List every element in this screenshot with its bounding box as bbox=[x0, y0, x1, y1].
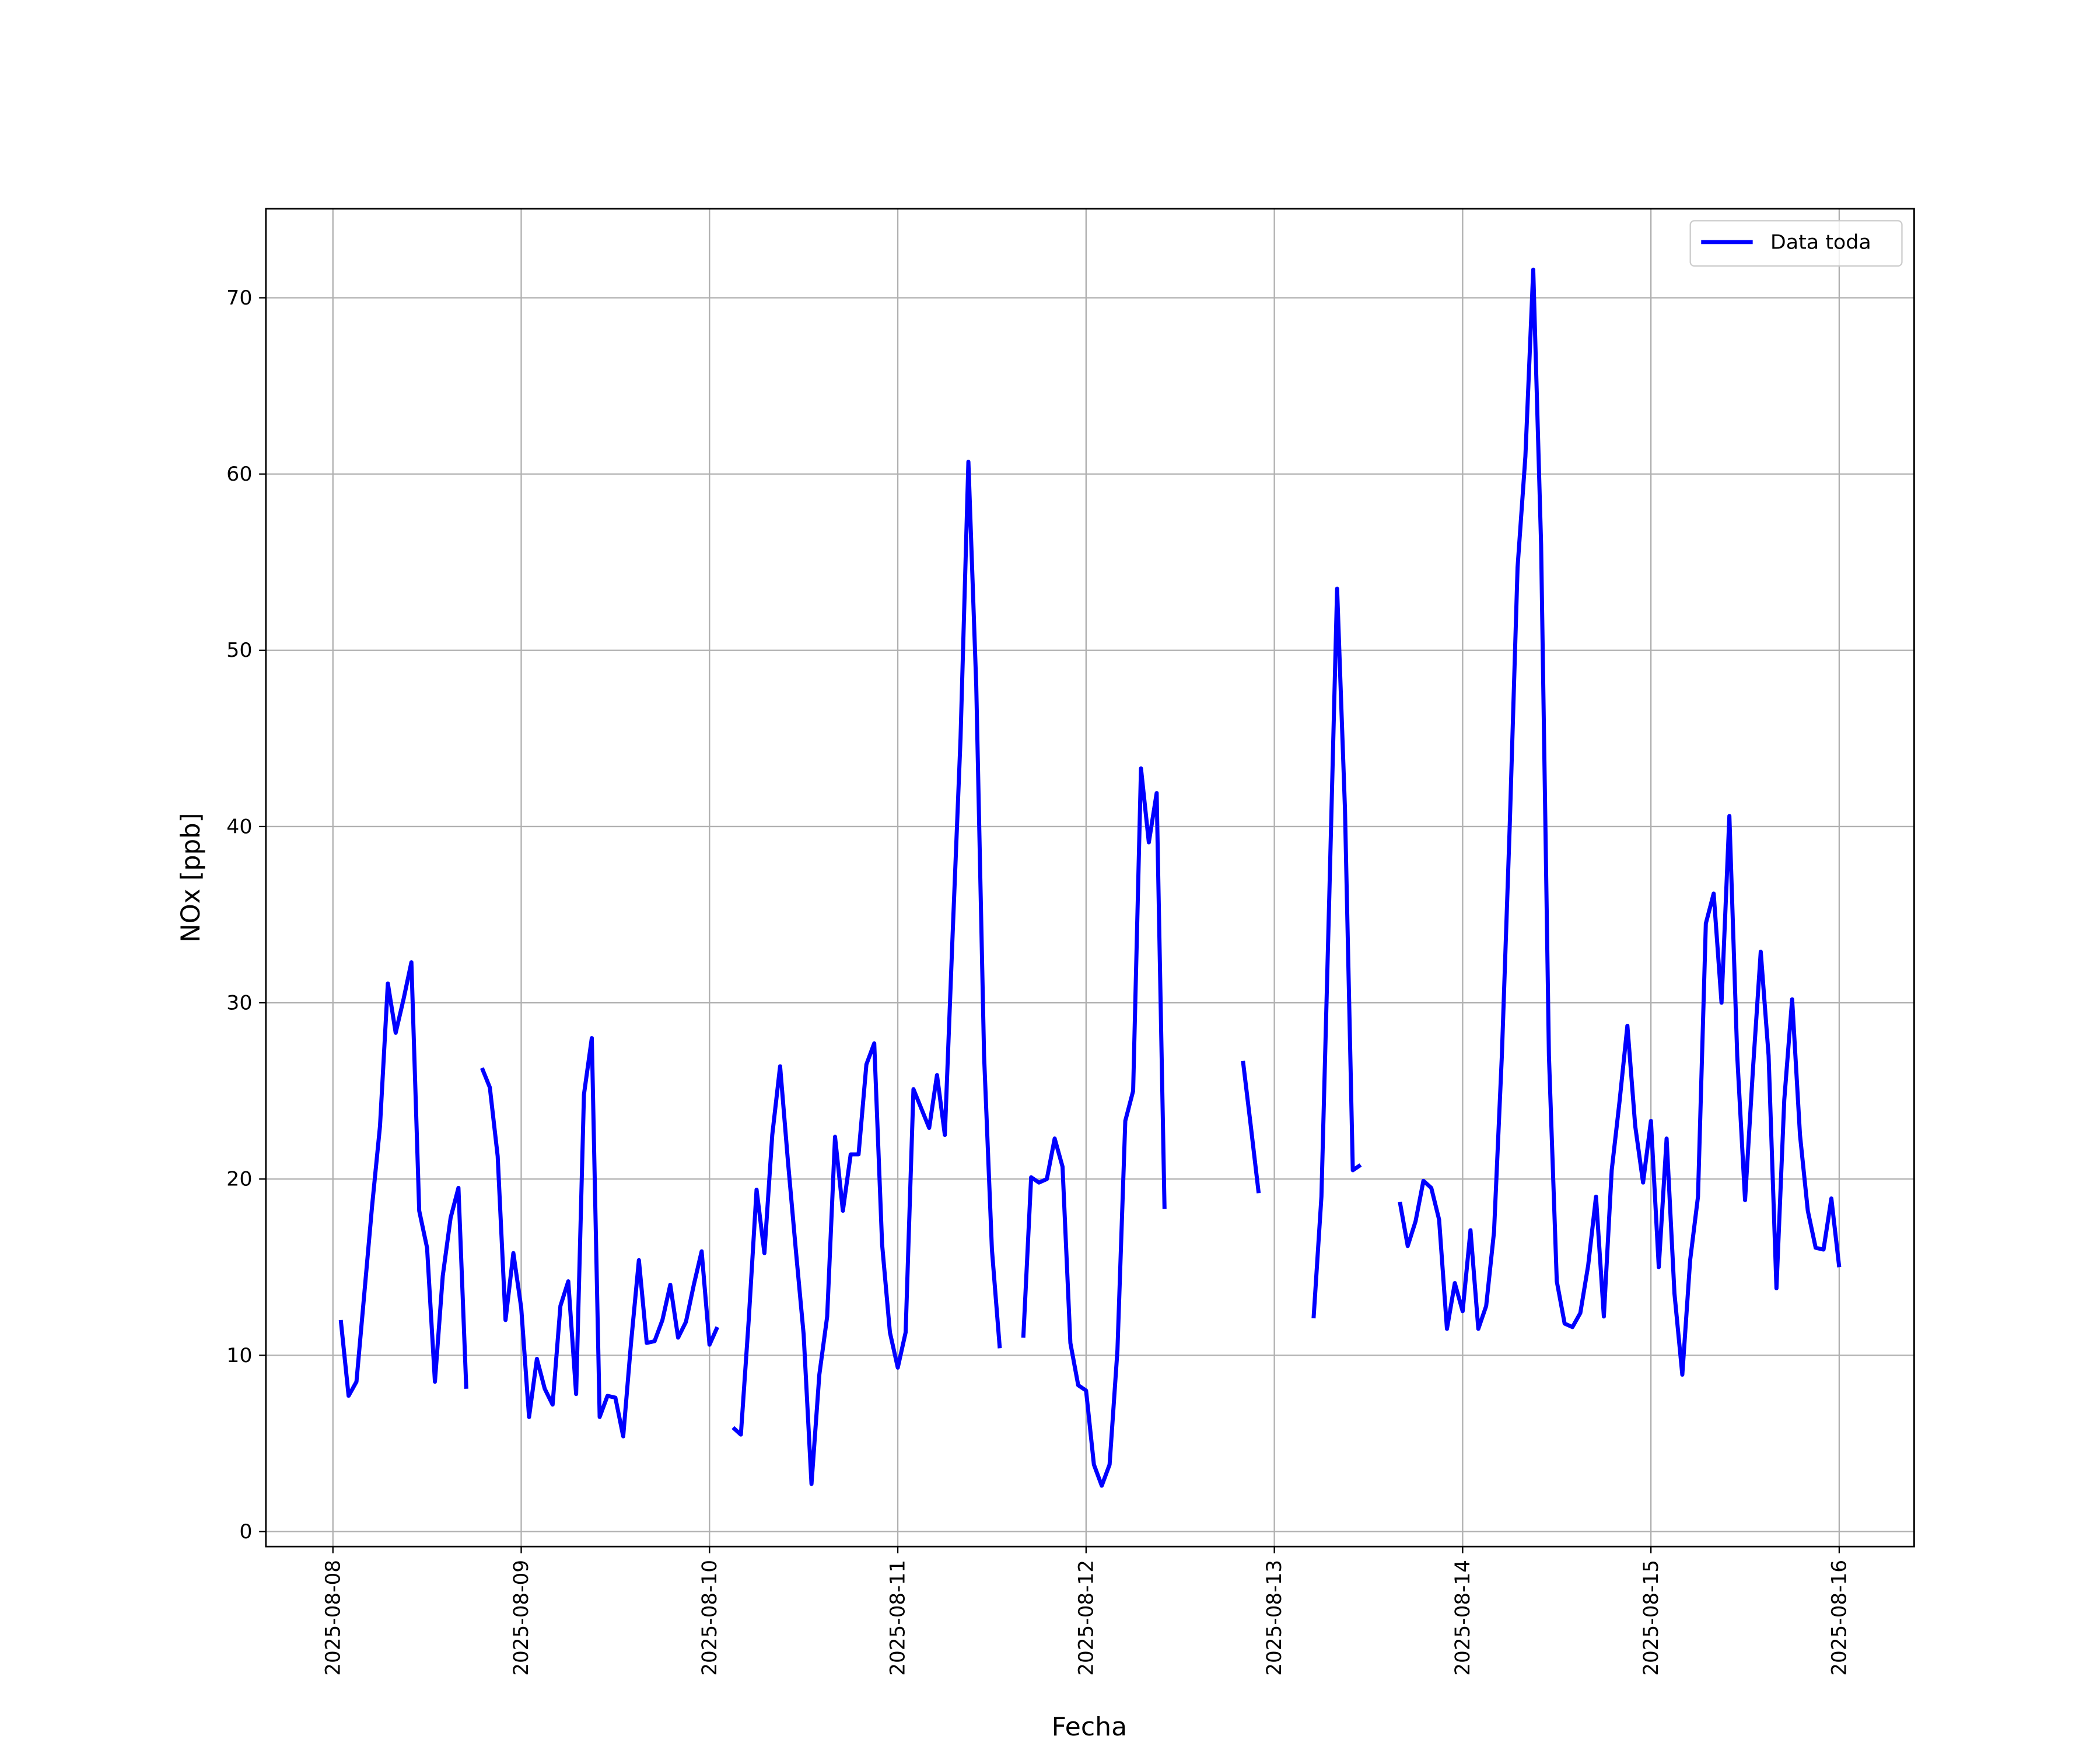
x-tick-label: 2025-08-16 bbox=[1828, 1560, 1851, 1676]
y-tick-label: 30 bbox=[226, 992, 252, 1015]
x-axis-label: Fecha bbox=[1052, 1712, 1128, 1741]
x-tick-label: 2025-08-13 bbox=[1263, 1560, 1286, 1676]
y-tick-label: 0 bbox=[239, 1520, 252, 1544]
y-tick-label: 20 bbox=[226, 1168, 252, 1191]
y-tick-label: 10 bbox=[226, 1344, 252, 1367]
plot-frame bbox=[265, 208, 1915, 1548]
y-tick-label: 50 bbox=[226, 639, 252, 662]
x-tick-label: 2025-08-11 bbox=[886, 1560, 909, 1676]
y-axis-label: NOx [ppb] bbox=[176, 813, 206, 942]
data-line bbox=[338, 267, 1842, 1488]
x-tick-label: 2025-08-12 bbox=[1074, 1560, 1098, 1676]
legend-box bbox=[1689, 220, 1903, 267]
x-tick-label: 2025-08-09 bbox=[510, 1560, 533, 1676]
x-tick-label: 2025-08-08 bbox=[321, 1560, 345, 1676]
y-tick-label: 40 bbox=[226, 816, 252, 839]
legend-label: Data toda bbox=[1770, 231, 1871, 254]
y-tick-label: 60 bbox=[226, 463, 252, 486]
x-tick-label: 2025-08-10 bbox=[698, 1560, 722, 1676]
x-tick-label: 2025-08-14 bbox=[1451, 1560, 1475, 1676]
x-tick-label: 2025-08-15 bbox=[1639, 1560, 1662, 1676]
y-tick-label: 70 bbox=[226, 286, 252, 310]
